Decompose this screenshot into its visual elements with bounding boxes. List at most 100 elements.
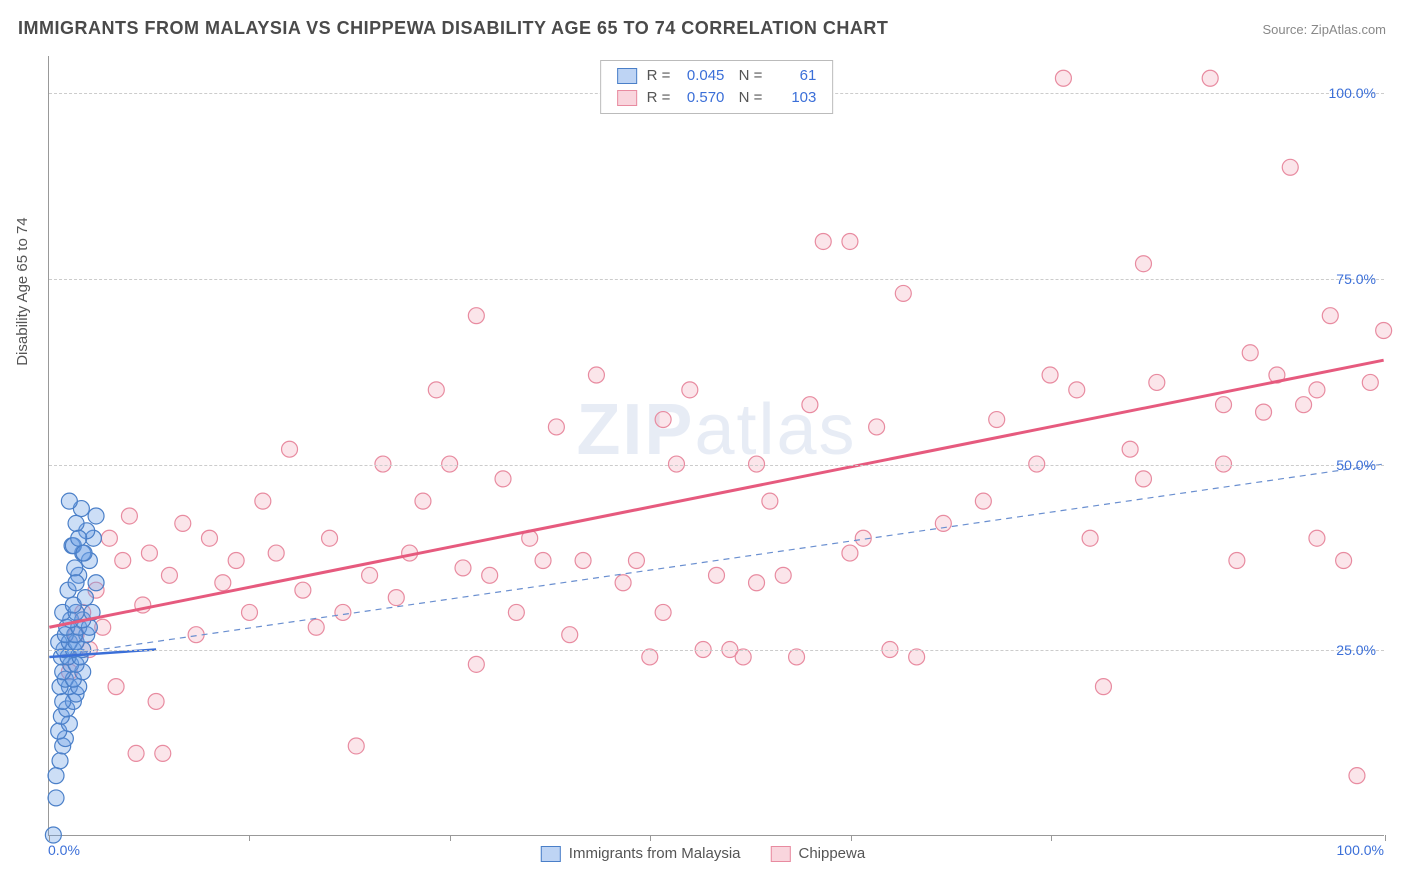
r-label: R = [647, 87, 671, 109]
point-chippewa [775, 567, 791, 583]
point-chippewa [535, 553, 551, 569]
legend-swatch-pink [617, 90, 637, 106]
point-chippewa [282, 441, 298, 457]
point-chippewa [348, 738, 364, 754]
point-chippewa [575, 553, 591, 569]
point-chippewa [588, 367, 604, 383]
point-chippewa [1322, 308, 1338, 324]
x-tick [450, 835, 451, 841]
gridline-h [49, 279, 1384, 280]
legend-item-malaysia: Immigrants from Malaysia [541, 845, 741, 862]
point-chippewa [935, 515, 951, 531]
point-chippewa [1309, 382, 1325, 398]
r-value-chippewa: 0.570 [680, 87, 724, 109]
point-chippewa [155, 745, 171, 761]
point-chippewa [115, 553, 131, 569]
point-chippewa [1362, 374, 1378, 390]
point-chippewa [482, 567, 498, 583]
legend-row-malaysia: R = 0.045 N = 61 [617, 65, 817, 87]
point-chippewa [655, 604, 671, 620]
point-malaysia [67, 560, 83, 576]
legend-label-chippewa: Chippewa [798, 845, 865, 862]
point-chippewa [322, 530, 338, 546]
point-chippewa [895, 285, 911, 301]
point-malaysia [71, 530, 87, 546]
point-chippewa [468, 308, 484, 324]
x-tick [650, 835, 651, 841]
point-chippewa [1296, 397, 1312, 413]
point-chippewa [1149, 374, 1165, 390]
point-chippewa [655, 412, 671, 428]
point-chippewa [869, 419, 885, 435]
x-axis-min-label: 0.0% [48, 842, 80, 858]
point-chippewa [1055, 70, 1071, 86]
point-chippewa [455, 560, 471, 576]
point-chippewa [295, 582, 311, 598]
point-chippewa [1256, 404, 1272, 420]
y-axis-title: Disability Age 65 to 74 [14, 217, 31, 365]
point-chippewa [201, 530, 217, 546]
point-chippewa [508, 604, 524, 620]
point-chippewa [1242, 345, 1258, 361]
point-chippewa [762, 493, 778, 509]
point-chippewa [709, 567, 725, 583]
point-chippewa [495, 471, 511, 487]
r-value-malaysia: 0.045 [680, 65, 724, 87]
r-label: R = [647, 65, 671, 87]
y-tick-label: 25.0% [1336, 642, 1376, 658]
trend-line [49, 360, 1383, 627]
point-chippewa [175, 515, 191, 531]
point-malaysia [52, 753, 68, 769]
chart-title: IMMIGRANTS FROM MALAYSIA VS CHIPPEWA DIS… [18, 18, 888, 39]
n-label: N = [734, 87, 762, 109]
point-chippewa [1069, 382, 1085, 398]
point-chippewa [842, 545, 858, 561]
point-chippewa [735, 649, 751, 665]
x-tick [49, 835, 50, 841]
point-chippewa [308, 619, 324, 635]
y-tick-label: 100.0% [1329, 85, 1376, 101]
point-chippewa [1336, 553, 1352, 569]
point-chippewa [628, 553, 644, 569]
point-malaysia [45, 827, 61, 843]
point-chippewa [842, 233, 858, 249]
chart-container: IMMIGRANTS FROM MALAYSIA VS CHIPPEWA DIS… [0, 0, 1406, 892]
n-label: N = [734, 65, 762, 87]
legend-label-malaysia: Immigrants from Malaysia [569, 845, 741, 862]
point-chippewa [802, 397, 818, 413]
plot-area: ZIPatlas R = 0.045 N = 61 R = 0.570 N = … [48, 56, 1384, 836]
point-chippewa [1135, 471, 1151, 487]
x-tick [249, 835, 250, 841]
point-malaysia [77, 590, 93, 606]
point-chippewa [642, 649, 658, 665]
point-chippewa [615, 575, 631, 591]
y-tick-label: 50.0% [1336, 457, 1376, 473]
point-chippewa [141, 545, 157, 561]
point-chippewa [548, 419, 564, 435]
point-chippewa [121, 508, 137, 524]
point-malaysia [68, 575, 84, 591]
point-malaysia [88, 508, 104, 524]
scatter-svg [49, 56, 1384, 835]
point-chippewa [562, 627, 578, 643]
point-chippewa [388, 590, 404, 606]
point-malaysia [88, 575, 104, 591]
series-legend: Immigrants from Malaysia Chippewa [541, 845, 865, 862]
point-chippewa [815, 233, 831, 249]
point-chippewa [1082, 530, 1098, 546]
point-malaysia [61, 493, 77, 509]
point-chippewa [108, 679, 124, 695]
x-tick [1051, 835, 1052, 841]
point-chippewa [242, 604, 258, 620]
point-chippewa [1309, 530, 1325, 546]
correlation-legend: R = 0.045 N = 61 R = 0.570 N = 103 [600, 60, 834, 114]
point-chippewa [148, 693, 164, 709]
point-chippewa [1202, 70, 1218, 86]
legend-swatch-blue [541, 846, 561, 862]
point-chippewa [362, 567, 378, 583]
point-chippewa [1282, 159, 1298, 175]
point-chippewa [128, 745, 144, 761]
point-chippewa [1349, 768, 1365, 784]
point-chippewa [1376, 323, 1392, 339]
point-chippewa [335, 604, 351, 620]
